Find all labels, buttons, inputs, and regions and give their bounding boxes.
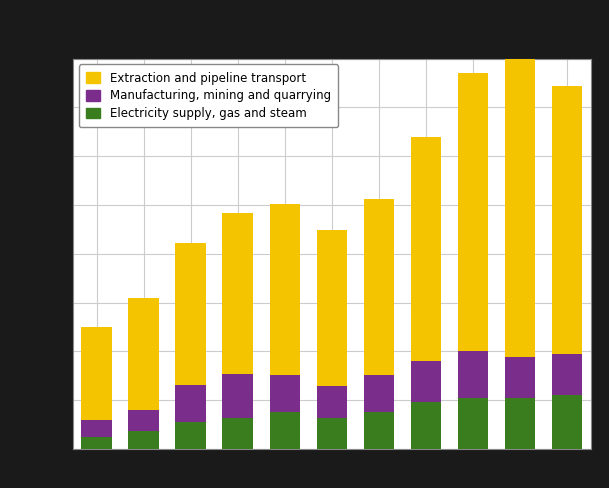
Bar: [317, 230, 347, 386]
Bar: [82, 437, 112, 449]
Bar: [128, 431, 159, 449]
Bar: [364, 412, 394, 449]
Bar: [410, 402, 442, 449]
Bar: [82, 420, 112, 437]
Bar: [317, 418, 347, 449]
Bar: [552, 395, 582, 449]
Bar: [222, 213, 253, 374]
Bar: [505, 398, 535, 449]
Bar: [458, 398, 488, 449]
Bar: [364, 375, 394, 412]
Bar: [458, 351, 488, 398]
Bar: [222, 418, 253, 449]
Bar: [128, 410, 159, 431]
Bar: [552, 354, 582, 395]
Bar: [128, 298, 159, 410]
Bar: [410, 137, 442, 361]
Bar: [552, 86, 582, 354]
Legend: Extraction and pipeline transport, Manufacturing, mining and quarrying, Electric: Extraction and pipeline transport, Manuf…: [79, 64, 338, 127]
Bar: [458, 73, 488, 351]
Bar: [364, 199, 394, 375]
Bar: [222, 374, 253, 418]
Bar: [410, 361, 442, 402]
Bar: [505, 357, 535, 398]
Bar: [270, 412, 300, 449]
Bar: [175, 422, 206, 449]
Bar: [317, 386, 347, 418]
Bar: [175, 243, 206, 385]
Bar: [270, 204, 300, 375]
Bar: [505, 45, 535, 357]
Bar: [82, 327, 112, 420]
Bar: [175, 385, 206, 422]
Bar: [270, 375, 300, 412]
